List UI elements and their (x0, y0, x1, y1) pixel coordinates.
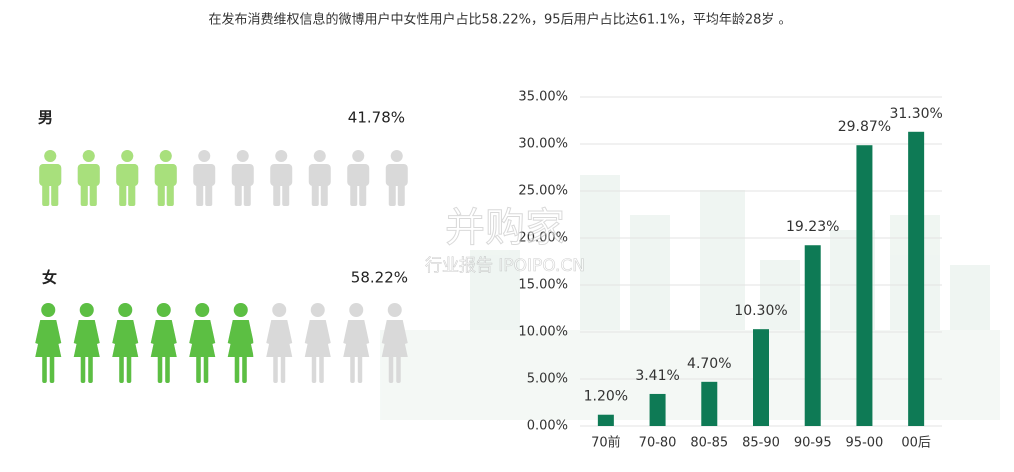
person-icon (154, 150, 177, 206)
watermark: 并购家 行业报告 IPOIPO.CN (425, 205, 586, 277)
x-tick-label: 85-90 (742, 436, 780, 451)
watermark-brand: 并购家 (445, 205, 565, 251)
y-tick-label: 20.00% (518, 231, 568, 246)
person-icon (347, 150, 370, 206)
y-tick-label: 30.00% (518, 137, 568, 152)
person-icon (227, 303, 254, 383)
pictograph: 男 41.78% 女 58.22% (35, 109, 408, 383)
person-icon (308, 150, 331, 206)
value-label: 58.22% (351, 269, 408, 287)
bar-chart: 0.00% 5.00% 10.00% 15.00% 20.00% 25.00% 30.00%… (518, 90, 942, 451)
x-tick-label: 00后 (901, 436, 931, 451)
person-icon (39, 150, 62, 206)
bar (701, 381, 718, 426)
y-tick-label: 10.00% (518, 325, 568, 340)
y-tick-label: 35.00% (518, 90, 568, 105)
y-tick-label: 0.00% (527, 419, 568, 434)
person-icon (77, 150, 100, 206)
value-label: 3.41% (635, 368, 679, 384)
value-label: 31.30% (889, 106, 942, 122)
person-icon (304, 303, 331, 383)
value-label: 41.78% (348, 109, 405, 127)
person-icon (231, 150, 254, 206)
series-name: 男 (38, 109, 53, 127)
y-tick-label: 15.00% (518, 278, 568, 293)
bar (856, 145, 873, 427)
value-label: 29.87% (838, 119, 891, 135)
x-tick-label: 80-85 (690, 436, 728, 451)
value-label: 1.20% (584, 389, 628, 405)
person-icon (385, 150, 408, 206)
x-tick-label: 70前 (591, 435, 621, 451)
person-icon (266, 303, 293, 383)
person-icon (270, 150, 293, 206)
y-tick-label: 25.00% (518, 184, 568, 199)
person-icon (193, 150, 216, 206)
watermark-subtitle: 行业报告 IPOIPO.CN (425, 256, 585, 276)
y-tick-label: 5.00% (527, 372, 568, 387)
page-title: 在发布消费维权信息的微博用户中女性用户占比58.22%，95后用户占比达61.1… (208, 12, 791, 28)
value-label: 19.23% (786, 219, 839, 235)
person-icon (116, 150, 139, 206)
value-label: 10.30% (734, 303, 787, 319)
person-icon (73, 303, 100, 383)
bar (908, 131, 925, 426)
person-icon (112, 303, 139, 383)
bar (753, 329, 769, 426)
person-icon (150, 303, 177, 383)
bar (804, 245, 821, 426)
series-name: 女 (42, 269, 57, 287)
bar (597, 414, 614, 426)
x-tick-label: 90-95 (794, 436, 832, 451)
value-label: 4.70% (687, 356, 731, 372)
x-tick-label: 70-80 (639, 436, 677, 451)
person-icon (189, 303, 216, 383)
person-icon (343, 303, 370, 383)
person-icon (35, 303, 62, 383)
bar (649, 393, 666, 426)
x-tick-label: 95-00 (846, 436, 884, 451)
